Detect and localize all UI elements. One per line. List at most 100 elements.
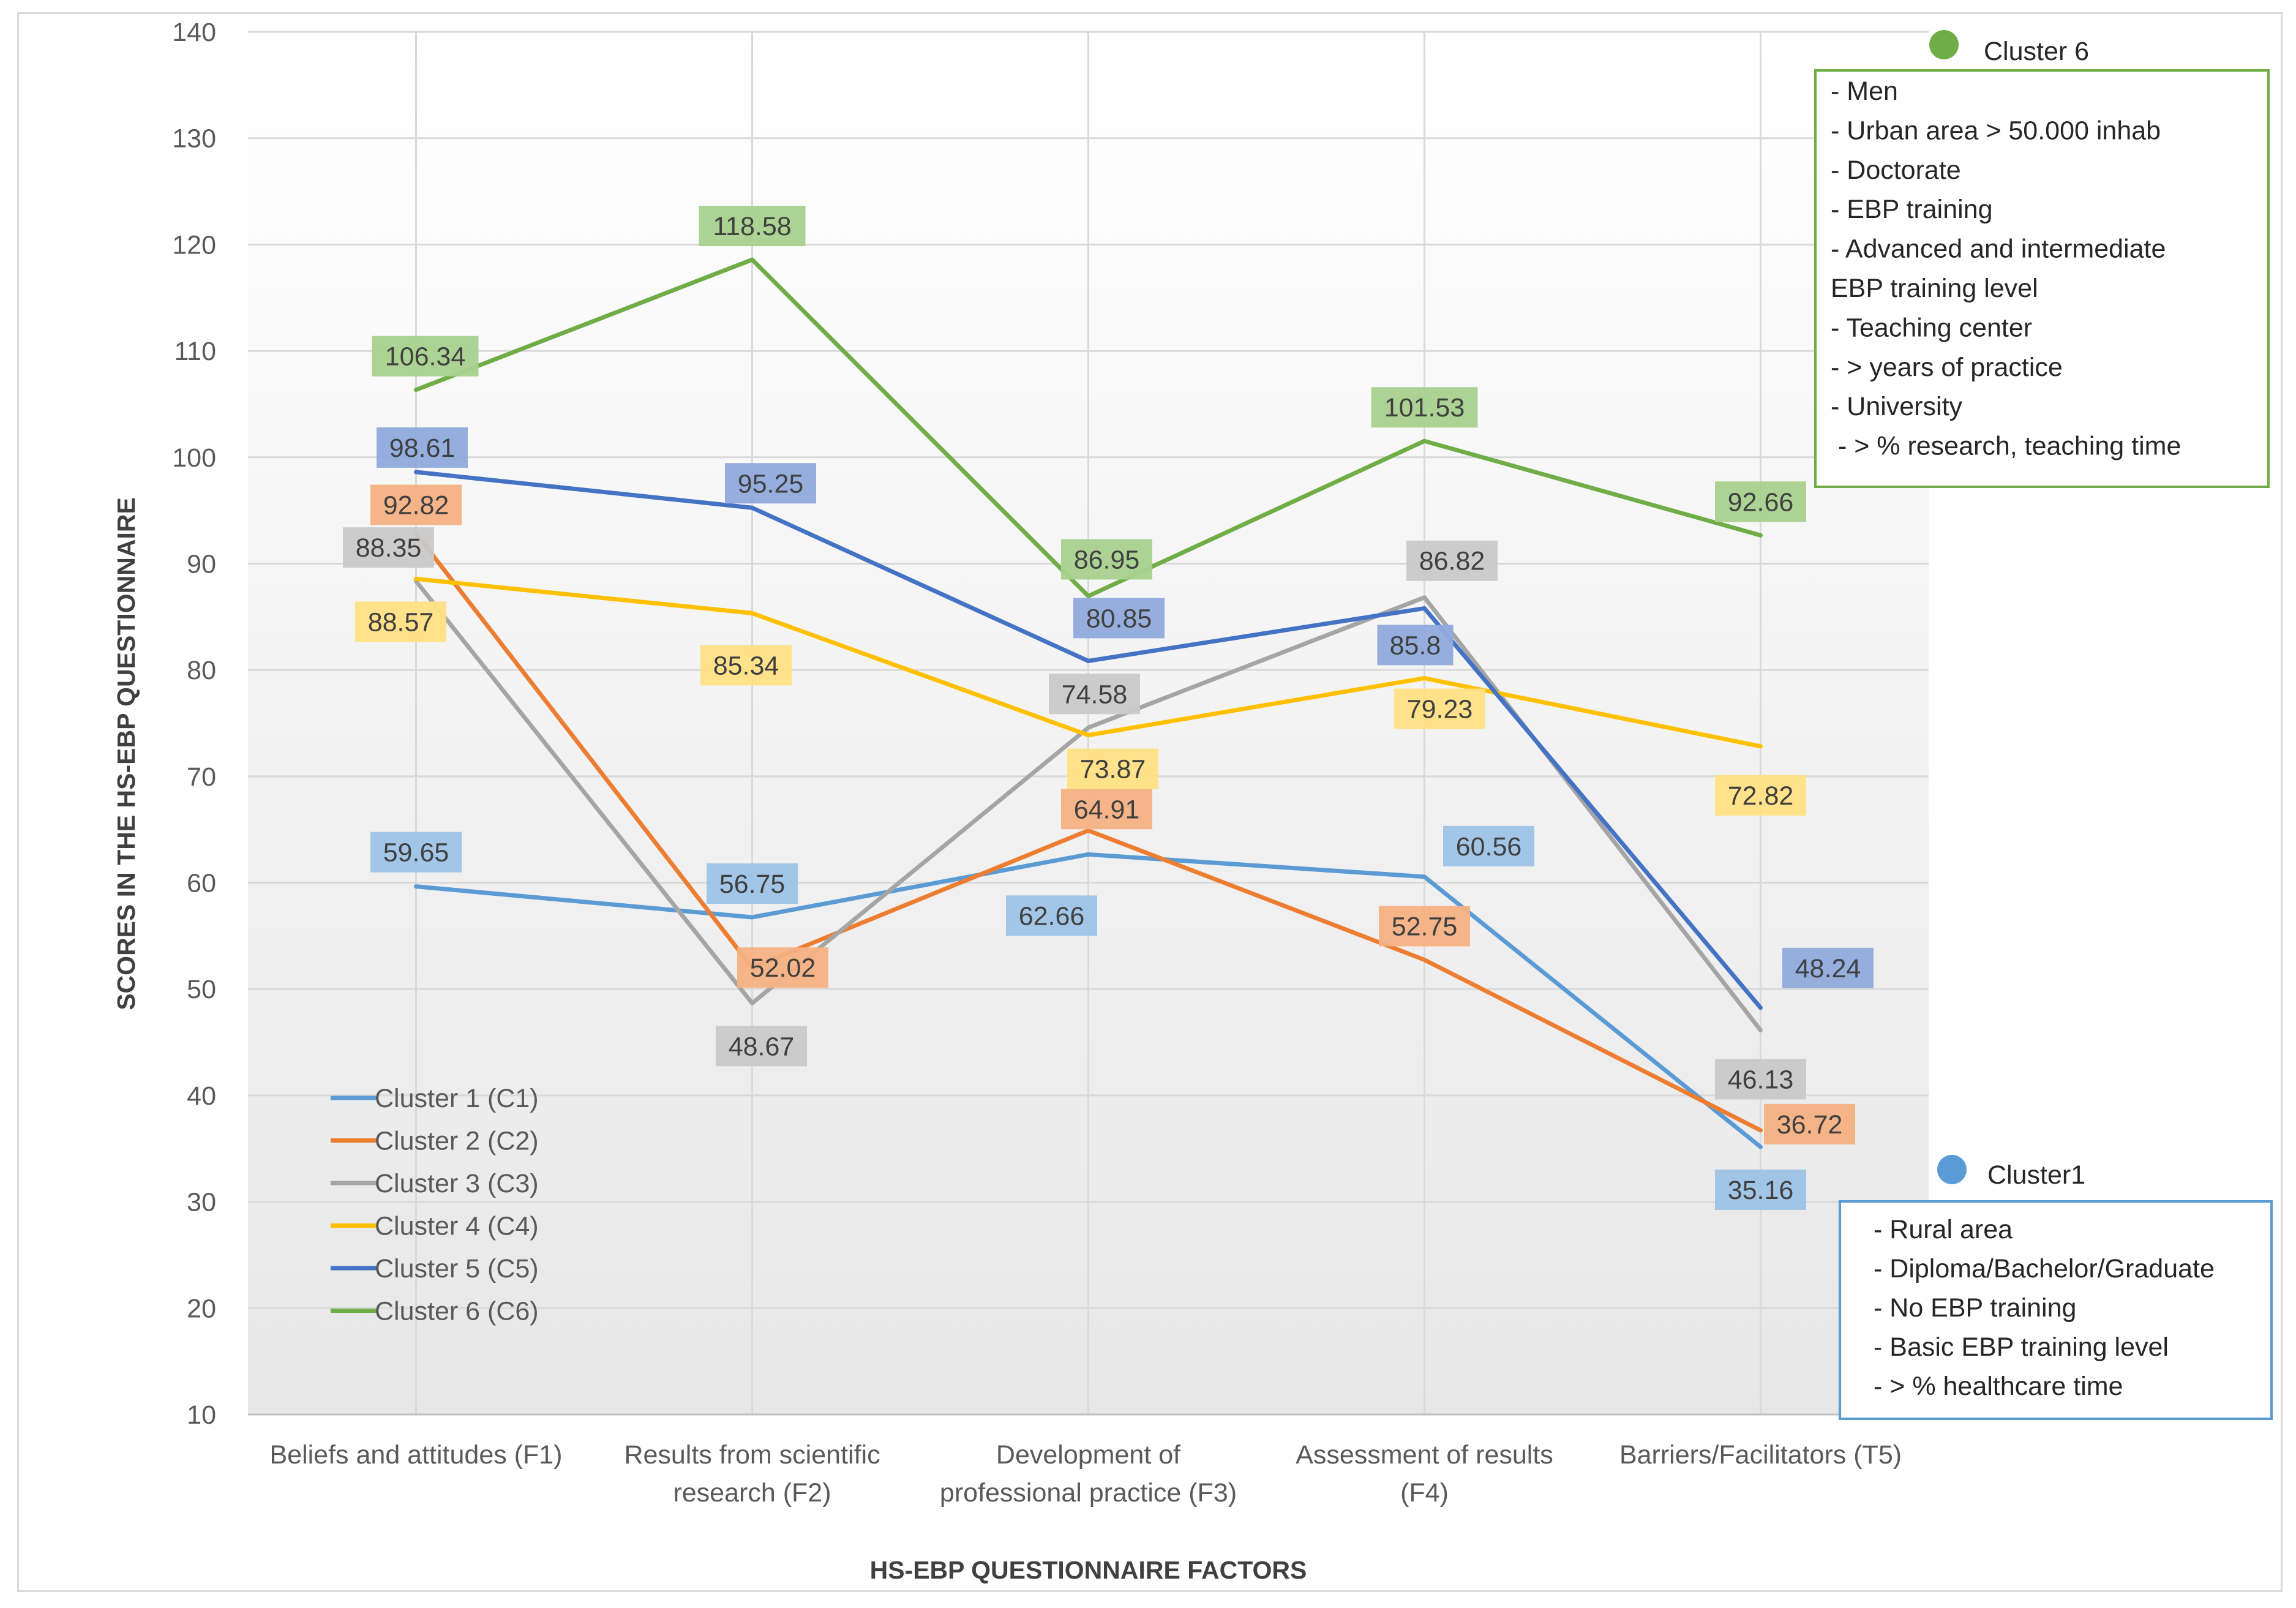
data-label-text: 52.02 — [750, 953, 816, 983]
data-label-text: 106.34 — [385, 342, 466, 372]
data-label-text: 35.16 — [1728, 1176, 1794, 1205]
data-label-bg — [700, 645, 792, 686]
legend-label: Cluster 3 (C3) — [375, 1169, 539, 1198]
data-label: 72.82 — [1715, 775, 1806, 816]
data-label-text: 88.35 — [356, 533, 422, 563]
annotation-box: Cluster1 - Rural area - Diploma/Bachelor/G… — [1839, 1155, 2273, 1420]
x-tick-label: (F4) — [1400, 1478, 1449, 1508]
data-label-text: 59.65 — [383, 838, 449, 868]
data-label-text: 73.87 — [1080, 755, 1146, 784]
data-label: 85.34 — [700, 645, 792, 686]
x-tick-label: professional practice (F3) — [940, 1478, 1237, 1508]
data-label-bg — [1394, 688, 1485, 729]
data-label-bg — [1061, 539, 1152, 580]
data-label-bg — [1006, 895, 1097, 936]
data-label-bg — [1764, 1103, 1855, 1144]
data-label-bg — [370, 832, 462, 873]
x-tick-label: Barriers/Facilitators (T5) — [1619, 1440, 1902, 1470]
data-label-bg — [355, 601, 446, 642]
data-label-text: 95.25 — [738, 469, 804, 498]
series-line — [414, 852, 1763, 1149]
data-label-bg — [1379, 906, 1470, 947]
data-label-bg — [1782, 947, 1874, 988]
data-label: 101.53 — [1371, 387, 1478, 428]
data-label: 95.25 — [725, 463, 816, 504]
y-tick-label: 140 — [172, 18, 216, 47]
y-axis-title: SCORES IN THE HS-EBP QUESTIONNAIRE — [112, 497, 140, 1010]
data-label-bg — [707, 863, 798, 904]
legend-entry: Cluster 5 (C5) — [331, 1254, 539, 1283]
annotation-line: - Urban area > 50.000 inhab — [1831, 116, 2161, 145]
legend-entry: Cluster 4 (C4) — [331, 1212, 539, 1241]
y-tick-label: 50 — [187, 975, 216, 1004]
data-label-text: 86.82 — [1419, 547, 1485, 576]
legend-entry: Cluster 2 (C2) — [331, 1127, 539, 1156]
annotation-line: - > % research, teaching time — [1831, 432, 2181, 461]
data-label: 92.66 — [1715, 481, 1806, 522]
data-label-bg — [1049, 674, 1140, 715]
data-label: 35.16 — [1715, 1169, 1806, 1210]
data-label-bg — [377, 427, 468, 468]
data-label: 64.91 — [1061, 789, 1152, 830]
series-lines — [414, 257, 1763, 1149]
annotation-title: Cluster 6 — [1984, 37, 2089, 66]
data-label: 56.75 — [707, 863, 798, 904]
data-label-text: 72.82 — [1728, 781, 1794, 811]
y-tick-label: 40 — [187, 1081, 216, 1111]
data-label-bg — [1061, 789, 1152, 830]
data-label-text: 48.67 — [729, 1032, 795, 1061]
data-label-bg — [1715, 1059, 1806, 1100]
data-label: 92.82 — [370, 484, 462, 525]
data-label-bg — [737, 947, 828, 988]
data-label-bg — [1443, 825, 1534, 866]
data-label: 48.24 — [1782, 947, 1874, 988]
data-label-text: 56.75 — [719, 870, 786, 899]
series-line — [414, 470, 1763, 1010]
data-label-text: 98.61 — [389, 434, 456, 463]
data-label-text: 118.58 — [713, 212, 791, 241]
data-label-text: 48.24 — [1795, 954, 1861, 983]
data-label: 80.85 — [1073, 598, 1165, 639]
data-label-text: 36.72 — [1777, 1110, 1843, 1140]
y-tick-label: 100 — [172, 443, 216, 473]
x-tick-label: research (F2) — [673, 1478, 831, 1508]
data-label-text: 85.34 — [713, 651, 779, 680]
data-label-bg — [699, 206, 806, 247]
x-tick-label: Beliefs and attitudes (F1) — [269, 1440, 562, 1470]
data-label: 88.35 — [343, 527, 434, 568]
data-label: 106.34 — [372, 336, 479, 377]
annotation-border — [1839, 1200, 2273, 1420]
legend-label: Cluster 1 (C1) — [375, 1084, 539, 1113]
data-label-bg — [1406, 540, 1498, 581]
data-label-text: 64.91 — [1074, 795, 1140, 824]
data-label: 48.67 — [716, 1026, 807, 1067]
data-label-bg — [1377, 625, 1454, 666]
y-tick-label: 90 — [187, 549, 216, 579]
y-tick-label: 120 — [172, 230, 216, 260]
data-label: 52.75 — [1379, 906, 1470, 947]
legend: Cluster 1 (C1) Cluster 2 (C2) Cluster 3 (C… — [331, 1084, 539, 1326]
annotation-line: - No EBP training — [1874, 1293, 2076, 1323]
data-label-bg — [343, 527, 434, 568]
legend-entry: Cluster 1 (C1) — [331, 1084, 539, 1113]
annotation-line: EBP training level — [1831, 274, 2038, 303]
y-tick-label: 130 — [172, 124, 216, 154]
y-tick-label: 10 — [187, 1400, 216, 1430]
data-label: 98.61 — [377, 427, 468, 468]
data-label-bg — [716, 1026, 807, 1067]
data-label-bg — [1073, 598, 1165, 639]
data-label: 88.57 — [355, 601, 446, 642]
data-label: 36.72 — [1764, 1103, 1855, 1144]
data-label: 74.58 — [1049, 674, 1140, 715]
y-tick-label: 20 — [187, 1294, 216, 1323]
series-line — [414, 531, 1763, 1133]
annotation-line: - Men — [1831, 77, 1898, 106]
data-label-text: 60.56 — [1456, 832, 1522, 862]
data-label-text: 74.58 — [1062, 680, 1128, 709]
annotation-line: - Diploma/Bachelor/Graduate — [1874, 1254, 2215, 1283]
legend-label: Cluster 2 (C2) — [375, 1127, 539, 1156]
data-label-text: 85.8 — [1390, 631, 1441, 660]
x-tick-label: Development of — [996, 1440, 1181, 1470]
x-tick-label: Results from scientific — [624, 1440, 880, 1470]
annotation-border — [1814, 69, 2270, 488]
